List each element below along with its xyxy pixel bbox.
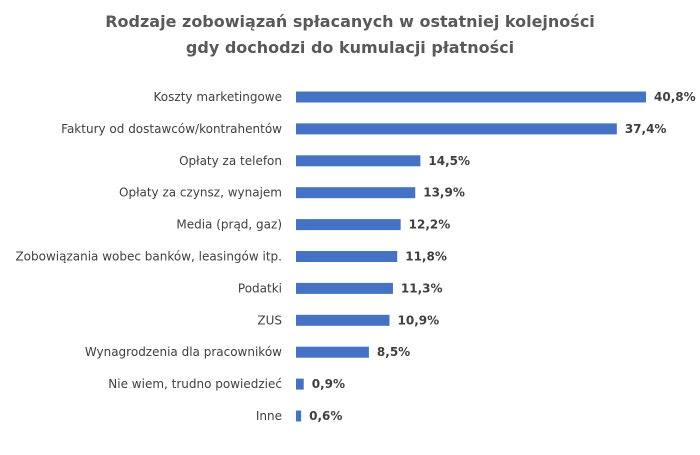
- bar: [296, 187, 416, 199]
- bar: [296, 410, 302, 422]
- data-label: 12,2%: [409, 218, 451, 232]
- data-label: 11,3%: [401, 281, 443, 295]
- bar: [296, 123, 617, 135]
- category-label: Wynagrodzenia dla pracowników: [85, 345, 282, 359]
- bar: [296, 282, 393, 294]
- category-label: Faktury od dostawców/kontrahentów: [61, 122, 282, 136]
- category-label: Koszty marketingowe: [154, 90, 282, 104]
- data-label: 8,5%: [377, 345, 410, 359]
- data-label: 10,9%: [398, 313, 440, 327]
- data-label: 0,6%: [309, 409, 342, 423]
- category-label: Opłaty za telefon: [179, 154, 282, 168]
- category-label: Opłaty za czynsz, wynajem: [119, 186, 282, 200]
- data-label: 11,8%: [405, 250, 447, 264]
- bar: [296, 91, 646, 103]
- bar: [296, 155, 421, 167]
- category-label: Zobowiązania wobec banków, leasingów itp…: [15, 250, 282, 264]
- data-label: 0,9%: [312, 377, 345, 391]
- category-label: Nie wiem, trudno powiedzieć: [108, 377, 282, 391]
- data-label: 14,5%: [428, 154, 470, 168]
- data-label: 40,8%: [654, 90, 696, 104]
- category-label: ZUS: [257, 313, 282, 327]
- bar: [296, 314, 390, 326]
- bar: [296, 378, 304, 390]
- data-label: 13,9%: [423, 186, 465, 200]
- chart-title-line-1: Rodzaje zobowiązań spłacanych w ostatnie…: [105, 12, 595, 31]
- bar: [296, 219, 401, 231]
- chart-title-line-2: gdy dochodzi do kumulacji płatności: [186, 38, 514, 57]
- category-label: Podatki: [238, 281, 282, 295]
- plot-area: Koszty marketingowe 40,8% Faktury od dosta…: [15, 90, 695, 423]
- category-label: Inne: [256, 409, 282, 423]
- data-label: 37,4%: [625, 122, 667, 136]
- bar: [296, 346, 369, 358]
- category-label: Media (prąd, gaz): [176, 218, 282, 232]
- bar: [296, 251, 398, 262]
